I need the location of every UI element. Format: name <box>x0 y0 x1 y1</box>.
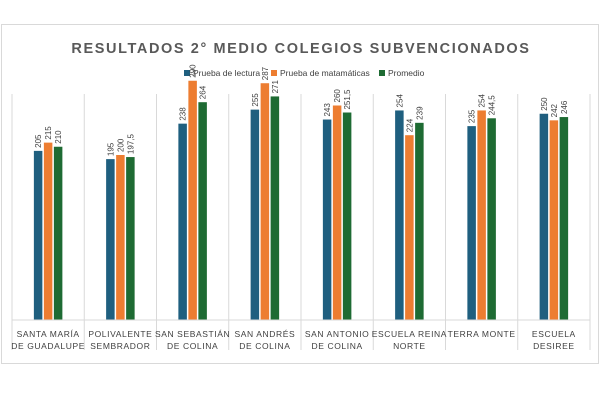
data-label: 224 <box>405 118 414 132</box>
data-label: 244,5 <box>488 95 497 116</box>
bar <box>332 105 342 320</box>
data-label: 210 <box>54 130 63 144</box>
bar <box>539 113 549 320</box>
data-label: 287 <box>261 66 270 80</box>
data-label: 250 <box>540 97 549 111</box>
bar <box>415 122 424 320</box>
category-label: DE COLINA <box>239 341 290 351</box>
data-label: 251,5 <box>343 89 352 110</box>
legend-swatch-1 <box>271 70 277 76</box>
bar <box>477 110 486 320</box>
legend-swatch-0 <box>184 70 190 76</box>
bar <box>250 109 260 320</box>
category-label: DE COLINA <box>312 341 363 351</box>
bar <box>395 110 404 320</box>
data-label: 290 <box>189 64 198 78</box>
data-label: 195 <box>106 142 115 156</box>
bar <box>43 142 53 320</box>
category-label: NORTE <box>393 341 426 351</box>
data-label: 246 <box>560 100 569 114</box>
bar-chart: RESULTADOS 2° MEDIO COLEGIOS SUBVENCIONA… <box>11 41 591 351</box>
bar <box>487 118 496 320</box>
bar <box>106 159 115 320</box>
data-label: 200 <box>116 138 125 152</box>
category-label: DESIREE <box>533 341 575 351</box>
data-label: 264 <box>199 85 208 99</box>
category-label: DE GUADALUPE <box>11 341 85 351</box>
bar <box>178 123 187 321</box>
data-label: 255 <box>251 93 260 107</box>
bar <box>116 155 125 320</box>
bar <box>342 112 352 320</box>
data-label: 254 <box>478 94 487 108</box>
bar <box>270 96 280 320</box>
bar <box>53 146 63 320</box>
bar <box>198 102 207 320</box>
bar <box>467 126 476 320</box>
data-label: 260 <box>333 89 342 103</box>
category-label: POLIVALENTE <box>88 329 152 339</box>
data-label: 271 <box>271 80 280 94</box>
category-label: DE COLINA <box>167 341 218 351</box>
legend: Prueba de lectura Prueba de matamáticas Pr… <box>184 68 425 78</box>
data-label: 235 <box>468 109 477 123</box>
legend-label-2: Promedio <box>388 68 425 78</box>
bar <box>188 80 197 320</box>
bars <box>33 80 569 321</box>
category-label: SAN ANTONIO <box>305 329 370 339</box>
legend-label-0: Prueba de lectura <box>193 68 260 78</box>
data-label: 254 <box>395 94 404 108</box>
category-label: SAN SEBASTIÁN <box>155 329 230 339</box>
data-label: 205 <box>34 134 43 148</box>
category-label: ESCUELA <box>532 329 576 339</box>
chart-title: RESULTADOS 2° MEDIO COLEGIOS SUBVENCIONA… <box>71 41 530 57</box>
category-label: SAN ANDRÉS <box>234 329 295 339</box>
bar <box>559 117 569 320</box>
bar <box>126 157 135 320</box>
category-label: SEMBRADOR <box>90 341 150 351</box>
bar <box>322 119 332 321</box>
chart-frame: RESULTADOS 2° MEDIO COLEGIOS SUBVENCIONA… <box>1 24 599 364</box>
category-label: SANTA MARÍA <box>17 329 80 339</box>
bar <box>549 120 559 320</box>
legend-label-1: Prueba de matamáticas <box>280 68 370 78</box>
data-label: 197,5 <box>126 133 135 154</box>
legend-swatch-2 <box>379 70 385 76</box>
data-label: 242 <box>550 103 559 117</box>
bar <box>260 83 270 320</box>
bar <box>33 150 43 320</box>
category-label: ESCUELA REINA <box>372 329 447 339</box>
data-label: 238 <box>179 107 188 121</box>
category-dividers <box>11 94 591 350</box>
data-label: 239 <box>415 106 424 120</box>
category-label: TERRA MONTE <box>448 329 516 339</box>
data-label: 243 <box>323 103 332 117</box>
data-label: 215 <box>44 126 53 140</box>
bar <box>405 135 414 320</box>
